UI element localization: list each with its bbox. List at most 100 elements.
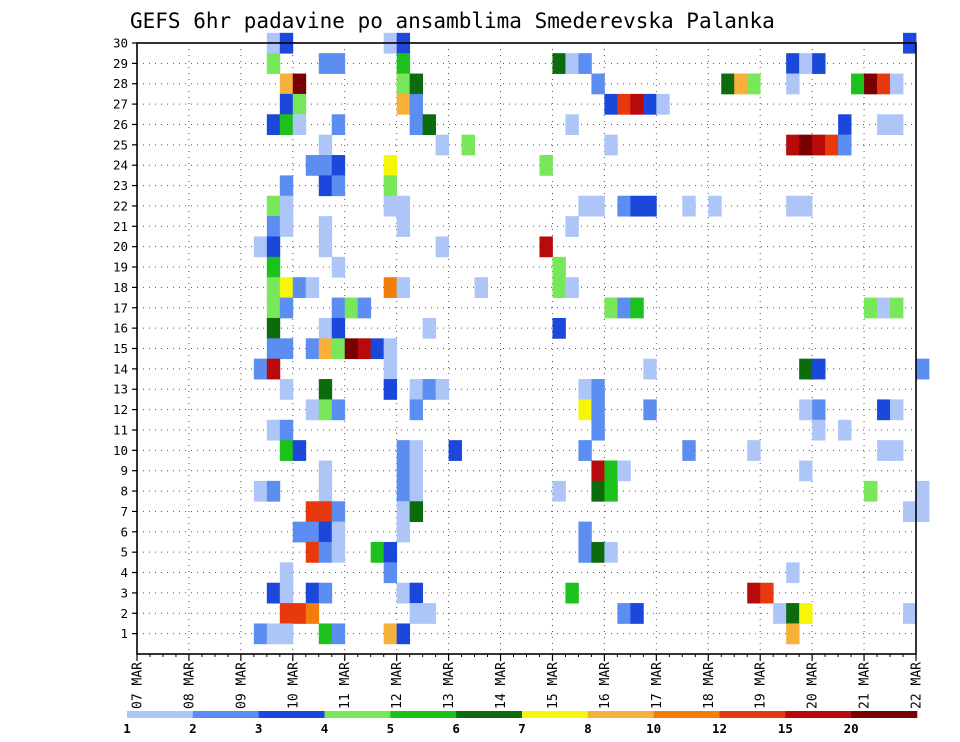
- data-cell: [279, 440, 294, 461]
- data-cell: [318, 53, 333, 74]
- data-cell: [630, 297, 644, 319]
- y-tick-label: 1: [120, 626, 128, 641]
- data-cell: [318, 460, 333, 482]
- y-tick-label: 18: [113, 280, 128, 295]
- data-cell: [279, 297, 294, 319]
- data-cell: [318, 134, 333, 156]
- data-cell: [591, 480, 605, 502]
- y-tick-label: 28: [113, 76, 128, 91]
- data-cell: [409, 480, 424, 502]
- data-cell: [266, 317, 281, 339]
- data-cell: [318, 541, 333, 563]
- color-legend: 1 2 3 4 5 6 7 8 10 12 15 20: [123, 711, 918, 736]
- data-cell: [435, 236, 449, 258]
- data-cell: [565, 53, 579, 74]
- data-cell: [864, 480, 878, 502]
- data-cell: [279, 93, 294, 115]
- data-cell: [370, 541, 385, 563]
- data-cell: [734, 73, 748, 95]
- y-tick-label: 21: [113, 219, 128, 234]
- data-cell: [305, 277, 320, 298]
- data-cell: [786, 134, 800, 156]
- data-cell: [396, 440, 411, 461]
- data-cell: [331, 521, 346, 543]
- data-cell: [409, 399, 424, 421]
- data-cell: [331, 623, 346, 645]
- data-cell: [331, 541, 346, 563]
- data-cell: [877, 73, 891, 95]
- data-cell: [266, 216, 281, 237]
- y-tick-label: 20: [113, 239, 128, 254]
- data-cell: [630, 195, 644, 217]
- data-cell: [344, 338, 359, 360]
- data-cell: [253, 623, 268, 645]
- data-cell: [266, 256, 281, 278]
- x-tick-label: 12 MAR: [390, 662, 405, 709]
- data-cell: [318, 521, 333, 543]
- legend-label: 6: [452, 721, 460, 736]
- data-cell: [877, 114, 891, 136]
- legend-label: 3: [255, 721, 263, 736]
- data-cell: [877, 399, 891, 421]
- data-cell: [799, 53, 813, 74]
- data-cell: [578, 195, 592, 217]
- data-cell: [331, 399, 346, 421]
- data-cell: [643, 93, 657, 115]
- data-cell: [812, 53, 826, 74]
- data-cell: [383, 175, 398, 197]
- y-tick-label: 6: [120, 524, 128, 539]
- data-cell: [305, 155, 320, 176]
- data-cell: [903, 501, 917, 523]
- data-cell: [630, 93, 644, 115]
- data-cell: [266, 480, 281, 502]
- data-cell: [266, 53, 281, 74]
- x-tick-label: 10 MAR: [286, 662, 301, 709]
- y-tick-label: 10: [113, 443, 128, 458]
- data-cell: [331, 175, 346, 197]
- data-cell: [279, 419, 294, 441]
- data-cell: [604, 541, 618, 563]
- data-cell: [331, 297, 346, 319]
- x-tick-label: 09 MAR: [234, 662, 249, 709]
- data-cell: [552, 256, 566, 278]
- legend-swatch: [127, 711, 194, 718]
- data-cell: [890, 399, 904, 421]
- data-cell: [318, 501, 333, 523]
- data-cell: [825, 134, 839, 156]
- data-cell: [266, 419, 281, 441]
- data-cell: [279, 216, 294, 237]
- data-cell: [253, 358, 268, 380]
- data-cell: [266, 623, 281, 645]
- data-cell: [383, 541, 398, 563]
- data-cell: [552, 480, 566, 502]
- y-tick-label: 7: [120, 504, 128, 519]
- data-cell: [292, 114, 307, 136]
- data-cell: [877, 297, 891, 319]
- data-cell: [617, 93, 631, 115]
- data-cell: [838, 114, 852, 136]
- data-cell: [331, 155, 346, 176]
- data-cell: [799, 399, 813, 421]
- data-cell: [357, 297, 372, 319]
- legend-swatch: [587, 711, 654, 718]
- data-cell: [318, 216, 333, 237]
- data-cell: [318, 582, 333, 604]
- data-cell: [539, 236, 553, 258]
- data-cell: [383, 623, 398, 645]
- data-cell: [331, 501, 346, 523]
- data-cell: [318, 317, 333, 339]
- data-cells: [253, 32, 930, 645]
- y-tick-label: 17: [113, 300, 128, 315]
- data-cell: [396, 53, 411, 74]
- data-cell: [617, 460, 631, 482]
- y-tick-label: 26: [113, 117, 128, 132]
- data-cell: [266, 195, 281, 217]
- data-cell: [539, 155, 553, 176]
- legend-swatch: [324, 711, 391, 718]
- x-tick-label: 07 MAR: [131, 662, 146, 709]
- x-tick-label: 11 MAR: [338, 662, 353, 709]
- data-cell: [383, 338, 398, 360]
- data-cell: [383, 277, 398, 298]
- data-cell: [565, 216, 579, 237]
